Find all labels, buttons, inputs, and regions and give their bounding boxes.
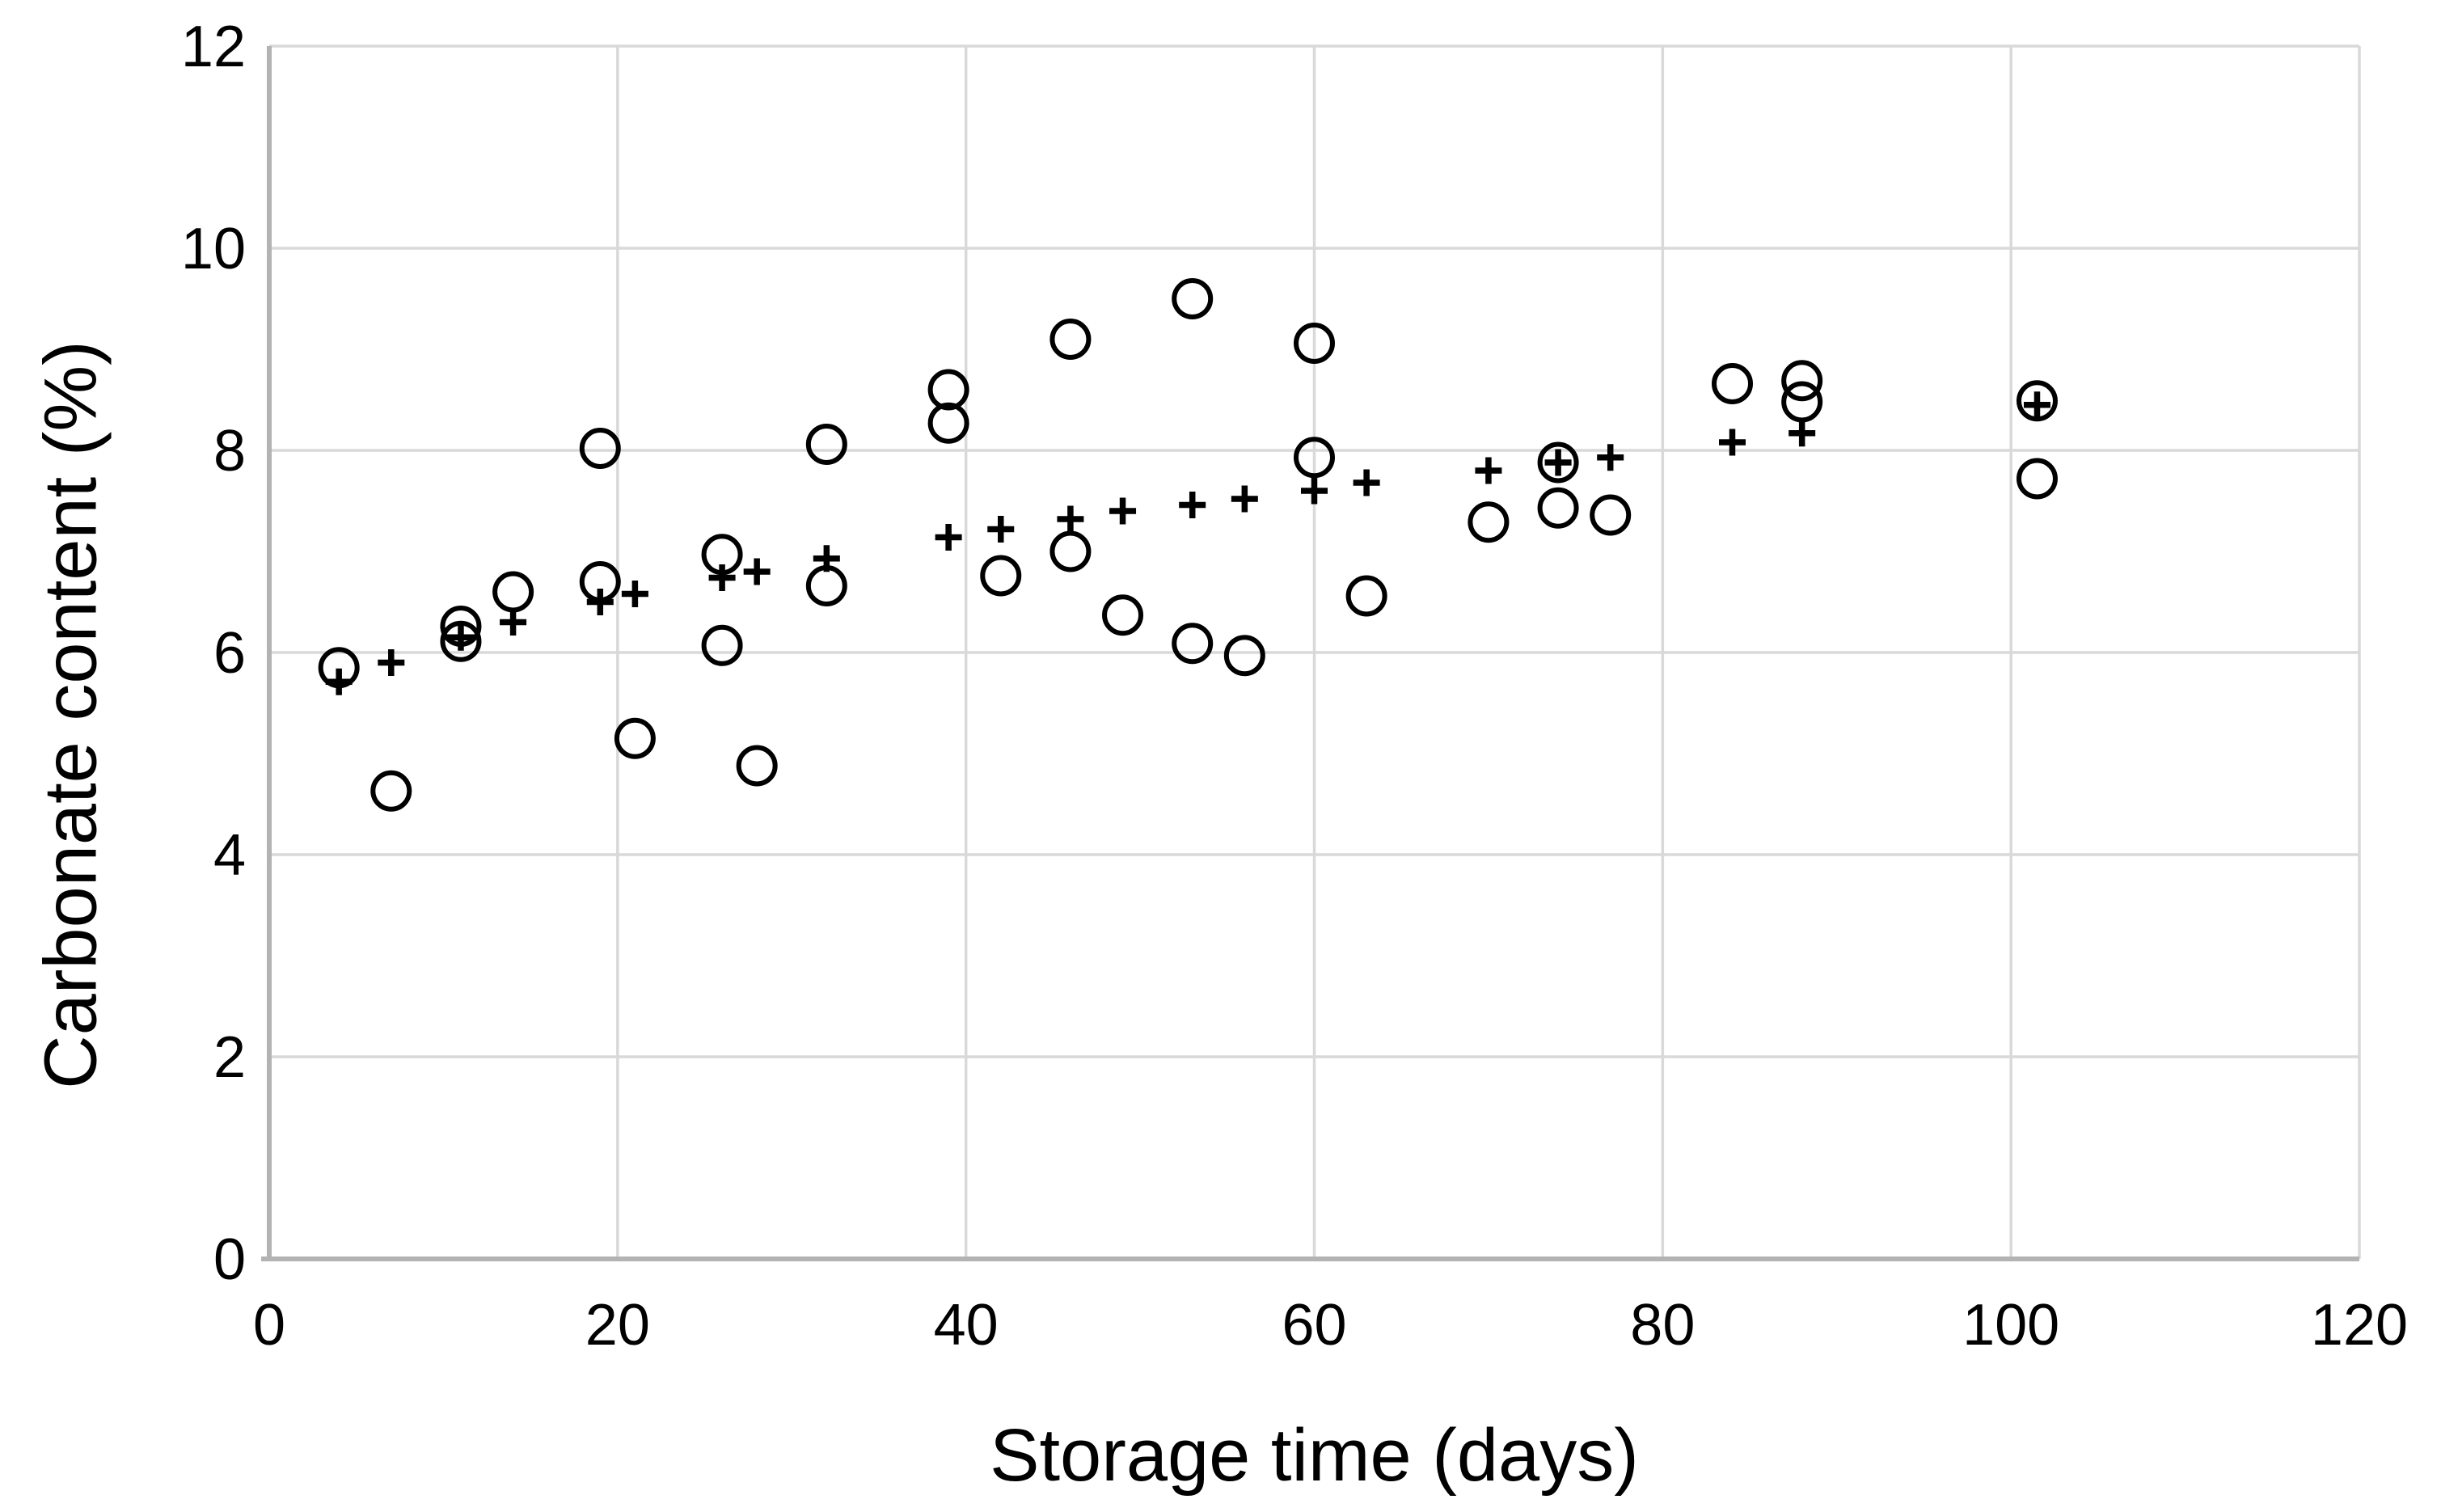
plus-marker	[1109, 497, 1137, 525]
circle-marker	[1223, 635, 1265, 677]
y-tick-label: 2	[213, 1025, 246, 1090]
y-tick-label: 6	[213, 621, 246, 686]
plus-marker	[1475, 457, 1502, 484]
y-tick-label: 0	[213, 1227, 246, 1292]
circle-marker	[805, 565, 847, 606]
y-tick-label: 10	[181, 217, 246, 281]
circle-marker	[1345, 575, 1387, 617]
circle-marker	[1781, 381, 1823, 423]
circle-marker	[614, 717, 656, 759]
x-tick-label: 100	[1962, 1293, 2059, 1358]
circle-marker	[370, 770, 412, 812]
circle-marker	[1537, 487, 1579, 529]
plus-marker	[708, 564, 736, 591]
x-tick-label: 40	[934, 1293, 999, 1358]
circle-marker	[1049, 530, 1092, 572]
plus-marker	[1353, 469, 1380, 496]
circle-marker	[736, 745, 778, 787]
x-tick-label: 0	[253, 1293, 285, 1358]
circle-marker	[1712, 363, 1753, 404]
circle-marker	[2016, 380, 2058, 422]
plus-marker	[500, 609, 527, 636]
plus-marker	[813, 545, 840, 572]
circle-marker	[980, 555, 1022, 597]
plus-marker	[743, 558, 771, 585]
x-tick-label: 120	[2311, 1293, 2408, 1358]
circle-marker	[1049, 319, 1092, 360]
circle-marker	[492, 571, 534, 613]
y-axis-title: Carbonate content (%)	[29, 340, 112, 1089]
circle-marker	[1294, 323, 1335, 364]
plus-marker	[1231, 485, 1258, 513]
circle-marker	[805, 424, 847, 465]
plus-marker	[621, 581, 648, 607]
circle-marker	[2016, 458, 2058, 500]
circle-marker	[701, 624, 743, 666]
circle-marker	[1537, 441, 1579, 484]
y-tick-label: 4	[213, 823, 246, 888]
x-tick-label: 20	[585, 1293, 650, 1358]
plus-marker	[1789, 420, 1816, 447]
circle-marker	[1172, 278, 1214, 319]
plus-marker	[325, 668, 353, 695]
plus-marker	[2023, 391, 2050, 419]
x-tick-label: 80	[1630, 1293, 1695, 1358]
plus-marker	[987, 516, 1015, 543]
plus-marker	[447, 623, 475, 651]
circle-marker	[1172, 623, 1214, 665]
y-tick-label: 8	[213, 419, 246, 484]
plus-marker	[1719, 429, 1746, 456]
y-tick-label: 12	[181, 15, 246, 79]
plus-marker	[1544, 449, 1572, 476]
circle-marker	[1102, 594, 1144, 636]
plus-marker	[378, 649, 405, 676]
plus-marker	[1179, 492, 1206, 518]
plus-marker	[935, 524, 962, 551]
plus-marker	[1057, 505, 1084, 533]
circle-marker	[1781, 360, 1823, 402]
circle-marker	[1590, 494, 1632, 536]
circle-marker	[1468, 501, 1510, 543]
plus-marker	[1301, 477, 1328, 505]
x-axis-title: Storage time (days)	[990, 1414, 1639, 1497]
plus-marker	[1597, 444, 1624, 471]
x-tick-label: 60	[1282, 1293, 1346, 1358]
circle-marker	[1294, 437, 1335, 479]
circle-marker	[579, 428, 621, 469]
circle-marker	[927, 369, 969, 411]
circle-marker	[440, 620, 482, 662]
plus-marker	[586, 589, 614, 615]
circle-marker	[927, 402, 969, 444]
